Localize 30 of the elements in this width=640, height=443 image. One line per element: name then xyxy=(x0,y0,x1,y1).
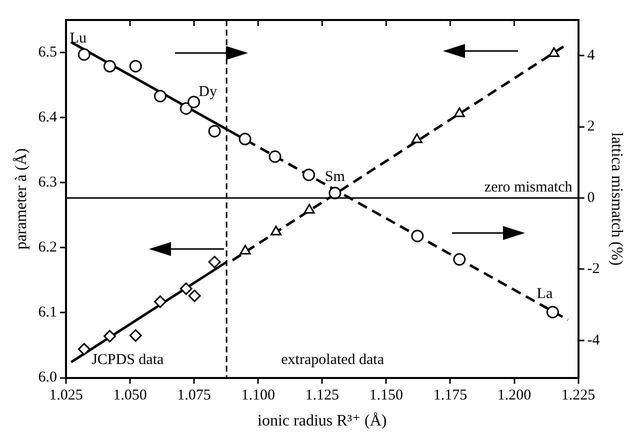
y-tick-label: 6.2 xyxy=(38,240,57,256)
x-tick-label: 1.025 xyxy=(49,388,83,404)
ref-line-label: zero mismatch xyxy=(484,179,573,196)
y-tick-label: 6.4 xyxy=(38,110,58,126)
x-tick-label: 1.100 xyxy=(241,388,275,404)
y2-tick-label: -2 xyxy=(587,261,600,278)
y-tick-label: 6.0 xyxy=(38,370,57,386)
x-tick-label: 1.050 xyxy=(113,388,147,404)
annotation: Dy xyxy=(198,84,218,100)
x-tick-label: 1.200 xyxy=(497,388,532,404)
annotation: La xyxy=(536,286,553,302)
y2-tick-label: 2 xyxy=(587,118,595,135)
x-tick-label: 1.125 xyxy=(305,388,339,404)
x-axis-title: ionic radius R³⁺ (Å) xyxy=(258,412,387,430)
x-tick-label: 1.175 xyxy=(433,388,468,404)
y2-axis-title: lattica mismatch (%) xyxy=(608,132,626,266)
annotation: Sm xyxy=(324,168,346,185)
y-tick-label: 6.5 xyxy=(38,44,57,60)
y2-tick-label: -4 xyxy=(587,332,600,348)
y-tick-label: 6.3 xyxy=(38,174,57,191)
x-tick-label: 1.150 xyxy=(369,388,404,404)
x-tick-label: 1.225 xyxy=(561,388,596,404)
x-tick-label: 1.075 xyxy=(177,388,211,404)
y2-tick-label: 4 xyxy=(587,48,596,64)
annotation: extrapolated data xyxy=(281,352,384,368)
annotation: JCPDS data xyxy=(92,352,164,368)
y2-tick-label: 0 xyxy=(587,190,595,206)
y-axis-title: parameter à (Å) xyxy=(12,148,30,250)
y-tick-label: 6.1 xyxy=(38,304,57,321)
annotation: Lu xyxy=(70,30,87,46)
